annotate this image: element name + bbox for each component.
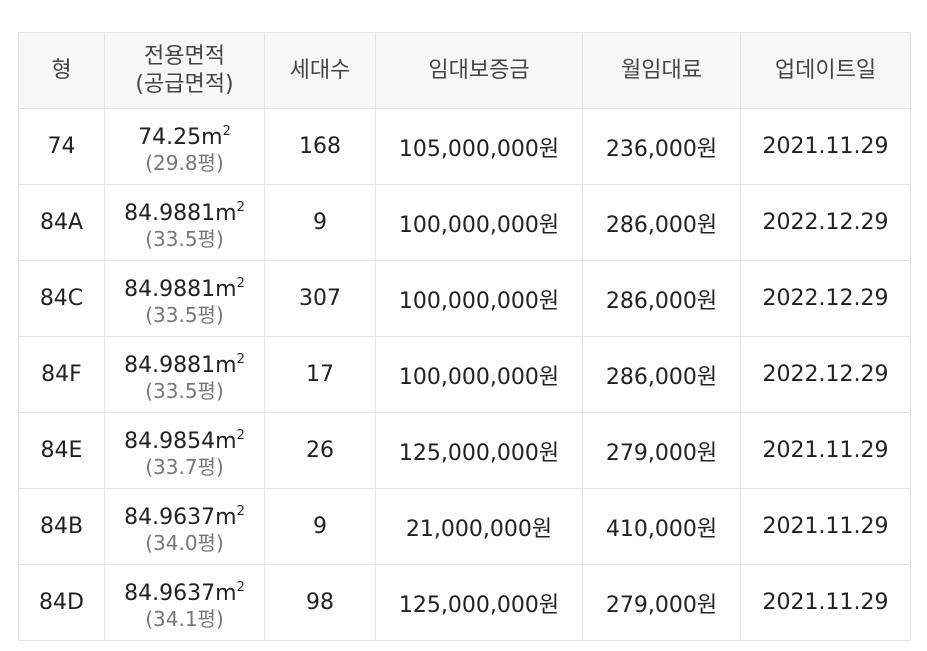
cell-updated: 2021.11.29 xyxy=(740,564,911,641)
area-value: 84.9637m2 xyxy=(105,575,264,607)
cell-monthly: 410,000원 xyxy=(582,488,741,565)
area-unit: m xyxy=(201,124,223,150)
cell-type: 84C xyxy=(18,260,105,337)
area-unit-sup: 2 xyxy=(236,579,245,595)
cell-deposit: 100,000,000원 xyxy=(375,260,583,337)
area-unit: m xyxy=(215,200,237,226)
cell-deposit: 105,000,000원 xyxy=(375,108,583,185)
rental-info-table: 형 전용면적 (공급면적) 세대수 임대보증금 월임대료 업데이트일 74 74… xyxy=(18,32,911,641)
supply-area: (33.7평) xyxy=(145,454,224,479)
supply-area: (33.5평) xyxy=(145,378,224,403)
cell-type: 84B xyxy=(18,488,105,565)
cell-households: 17 xyxy=(264,336,376,413)
supply-area: (29.8평) xyxy=(145,150,224,175)
area-number: 84.9881 xyxy=(124,276,216,302)
cell-deposit: 100,000,000원 xyxy=(375,336,583,413)
cell-updated: 2022.12.29 xyxy=(740,184,911,261)
area-value: 84.9881m2 xyxy=(105,195,264,227)
cell-households: 9 xyxy=(264,184,376,261)
supply-area: (34.1평) xyxy=(145,606,224,631)
header-households: 세대수 xyxy=(264,32,376,109)
cell-deposit: 125,000,000원 xyxy=(375,564,583,641)
cell-area: 84.9854m2 (33.7평) xyxy=(104,412,265,489)
area-unit-sup: 2 xyxy=(236,351,245,367)
header-area-line2: (공급면적) xyxy=(135,71,234,97)
area-unit-sup: 2 xyxy=(236,275,245,291)
table-row: 84F 84.9881m2 (33.5평) 17 100,000,000원 28… xyxy=(18,336,911,413)
supply-area: (34.0평) xyxy=(145,530,224,555)
cell-households: 168 xyxy=(264,108,376,185)
cell-type: 84F xyxy=(18,336,105,413)
area-number: 84.9637 xyxy=(124,504,216,530)
cell-monthly: 286,000원 xyxy=(582,260,741,337)
cell-households: 9 xyxy=(264,488,376,565)
area-unit-sup: 2 xyxy=(236,427,245,443)
cell-area: 84.9637m2 (34.0평) xyxy=(104,488,265,565)
area-number: 84.9881 xyxy=(124,200,216,226)
area-number: 84.9637 xyxy=(124,580,216,606)
cell-type: 74 xyxy=(18,108,105,185)
cell-monthly: 236,000원 xyxy=(582,108,741,185)
table-row: 84B 84.9637m2 (34.0평) 9 21,000,000원 410,… xyxy=(18,488,911,565)
area-unit: m xyxy=(215,580,237,606)
cell-updated: 2022.12.29 xyxy=(740,260,911,337)
table-row: 84C 84.9881m2 (33.5평) 307 100,000,000원 2… xyxy=(18,260,911,337)
area-unit-sup: 2 xyxy=(236,199,245,215)
cell-households: 307 xyxy=(264,260,376,337)
cell-type: 84D xyxy=(18,564,105,641)
cell-deposit: 100,000,000원 xyxy=(375,184,583,261)
header-type: 형 xyxy=(18,32,105,109)
table-row: 84A 84.9881m2 (33.5평) 9 100,000,000원 286… xyxy=(18,184,911,261)
table-row: 74 74.25m2 (29.8평) 168 105,000,000원 236,… xyxy=(18,108,911,185)
area-number: 84.9881 xyxy=(124,352,216,378)
cell-area: 74.25m2 (29.8평) xyxy=(104,108,265,185)
area-unit-sup: 2 xyxy=(222,123,231,139)
cell-monthly: 279,000원 xyxy=(582,564,741,641)
header-row: 형 전용면적 (공급면적) 세대수 임대보증금 월임대료 업데이트일 xyxy=(18,32,911,109)
cell-updated: 2021.11.29 xyxy=(740,108,911,185)
area-unit: m xyxy=(215,352,237,378)
cell-households: 98 xyxy=(264,564,376,641)
cell-updated: 2021.11.29 xyxy=(740,488,911,565)
table-header: 형 전용면적 (공급면적) 세대수 임대보증금 월임대료 업데이트일 xyxy=(18,32,911,109)
cell-type: 84E xyxy=(18,412,105,489)
cell-monthly: 279,000원 xyxy=(582,412,741,489)
cell-monthly: 286,000원 xyxy=(582,184,741,261)
cell-area: 84.9881m2 (33.5평) xyxy=(104,184,265,261)
header-deposit: 임대보증금 xyxy=(375,32,583,109)
area-unit: m xyxy=(215,428,237,454)
area-value: 74.25m2 xyxy=(105,119,264,151)
area-value: 84.9637m2 xyxy=(105,499,264,531)
area-number: 74.25 xyxy=(138,124,202,150)
table-body: 74 74.25m2 (29.8평) 168 105,000,000원 236,… xyxy=(18,108,911,641)
cell-monthly: 286,000원 xyxy=(582,336,741,413)
supply-area: (33.5평) xyxy=(145,226,224,251)
rental-info-table-container: 형 전용면적 (공급면적) 세대수 임대보증금 월임대료 업데이트일 74 74… xyxy=(18,32,911,641)
cell-area: 84.9881m2 (33.5평) xyxy=(104,336,265,413)
cell-area: 84.9637m2 (34.1평) xyxy=(104,564,265,641)
cell-type: 84A xyxy=(18,184,105,261)
table-row: 84E 84.9854m2 (33.7평) 26 125,000,000원 27… xyxy=(18,412,911,489)
area-value: 84.9881m2 xyxy=(105,347,264,379)
area-unit: m xyxy=(215,504,237,530)
cell-deposit: 125,000,000원 xyxy=(375,412,583,489)
header-updated: 업데이트일 xyxy=(740,32,911,109)
area-value: 84.9854m2 xyxy=(105,423,264,455)
header-area: 전용면적 (공급면적) xyxy=(104,32,265,109)
cell-updated: 2021.11.29 xyxy=(740,412,911,489)
area-number: 84.9854 xyxy=(124,428,216,454)
header-area-line1: 전용면적 xyxy=(144,43,225,69)
area-unit: m xyxy=(215,276,237,302)
cell-area: 84.9881m2 (33.5평) xyxy=(104,260,265,337)
supply-area: (33.5평) xyxy=(145,302,224,327)
cell-deposit: 21,000,000원 xyxy=(375,488,583,565)
cell-updated: 2022.12.29 xyxy=(740,336,911,413)
cell-households: 26 xyxy=(264,412,376,489)
area-unit-sup: 2 xyxy=(236,503,245,519)
area-value: 84.9881m2 xyxy=(105,271,264,303)
table-row: 84D 84.9637m2 (34.1평) 98 125,000,000원 27… xyxy=(18,564,911,641)
header-monthly: 월임대료 xyxy=(582,32,741,109)
